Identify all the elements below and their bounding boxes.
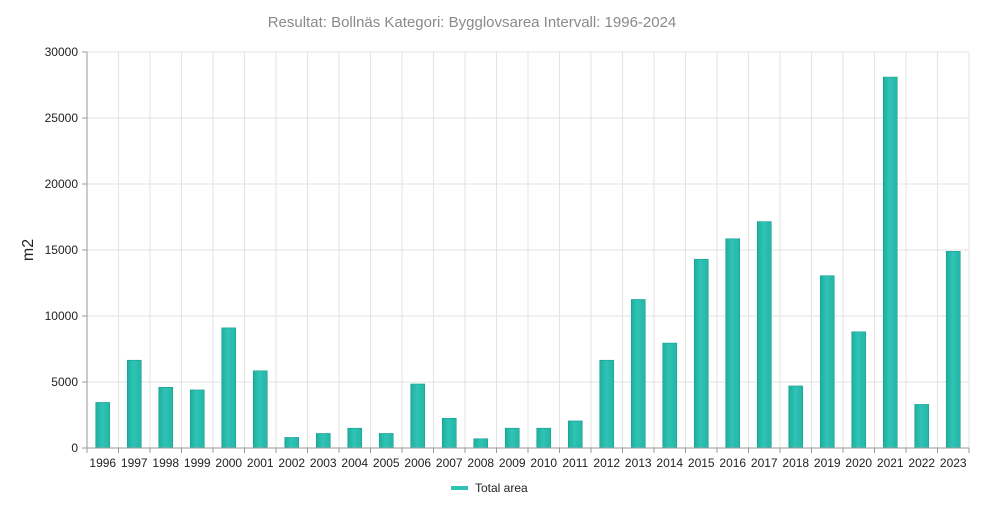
bar-2009[interactable] — [504, 427, 520, 449]
bar-2021[interactable] — [882, 76, 898, 449]
bars — [95, 76, 961, 449]
x-tick-label: 2006 — [404, 456, 431, 470]
bar-2004[interactable] — [347, 427, 363, 449]
x-tick-label: 2005 — [373, 456, 400, 470]
x-tick-label: 1996 — [89, 456, 116, 470]
bar-1996[interactable] — [95, 402, 111, 449]
bar-2010[interactable] — [536, 427, 552, 449]
x-tick-label: 2013 — [625, 456, 652, 470]
y-tick-label: 10000 — [45, 309, 79, 323]
x-tick-label: 2012 — [593, 456, 620, 470]
bar-2011[interactable] — [567, 420, 583, 449]
y-tick-label: 25000 — [45, 111, 79, 125]
x-tick-label: 2010 — [530, 456, 557, 470]
bar-2000[interactable] — [221, 327, 237, 449]
grid-lines — [86, 51, 970, 448]
bar-2006[interactable] — [410, 383, 426, 449]
axes: 0 5000 10000 15000 20000 25000 30000 1996 1997 19… — [45, 45, 970, 470]
bar-2003[interactable] — [315, 433, 331, 449]
x-tick-label: 2021 — [877, 456, 904, 470]
x-tick-label: 2018 — [782, 456, 809, 470]
y-tick-label: 20000 — [45, 177, 79, 191]
x-tick-label: 2000 — [215, 456, 242, 470]
x-tick-label: 2004 — [341, 456, 368, 470]
bar-2012[interactable] — [599, 359, 615, 449]
legend[interactable]: Total area — [451, 481, 528, 495]
bar-2008[interactable] — [473, 438, 489, 449]
x-tick-label: 2014 — [656, 456, 683, 470]
x-tick-label: 2008 — [467, 456, 494, 470]
bar-2019[interactable] — [819, 275, 835, 449]
x-tick-label: 2017 — [751, 456, 778, 470]
x-tick-label: 2019 — [814, 456, 841, 470]
bar-1999[interactable] — [189, 389, 205, 449]
x-tick-label: 2023 — [940, 456, 967, 470]
y-tick-label: 5000 — [51, 375, 78, 389]
bar-1997[interactable] — [126, 359, 142, 449]
legend-label: Total area — [475, 481, 528, 495]
chart-title: Resultat: Bollnäs Kategori: Bygglovsarea… — [268, 14, 677, 31]
bar-2018[interactable] — [788, 385, 804, 449]
x-tick-label: 2022 — [908, 456, 935, 470]
bar-2017[interactable] — [756, 221, 772, 449]
y-tick-label: 30000 — [45, 45, 79, 59]
x-tick-label: 1997 — [121, 456, 148, 470]
x-tick-label: 2001 — [247, 456, 274, 470]
legend-swatch — [451, 486, 468, 490]
x-tick-label: 2011 — [562, 456, 588, 470]
bar-2013[interactable] — [630, 299, 646, 449]
bar-2002[interactable] — [284, 437, 300, 449]
x-tick-label: 2009 — [499, 456, 526, 470]
bar-2005[interactable] — [378, 433, 394, 449]
x-tick-label: 2002 — [278, 456, 305, 470]
x-tick-label: 2016 — [719, 456, 746, 470]
bar-2014[interactable] — [662, 342, 678, 449]
bar-2016[interactable] — [725, 238, 741, 449]
x-tick-label: 2007 — [436, 456, 463, 470]
x-tick-label: 1998 — [152, 456, 179, 470]
y-axis-label: m2 — [20, 239, 37, 261]
bar-2007[interactable] — [441, 417, 457, 449]
bar-2020[interactable] — [851, 331, 867, 449]
bar-2022[interactable] — [914, 404, 930, 449]
x-tick-label: 2003 — [310, 456, 337, 470]
bar-2015[interactable] — [693, 258, 709, 449]
bar-2001[interactable] — [252, 370, 268, 449]
x-tick-label: 2020 — [845, 456, 872, 470]
bar-2023[interactable] — [945, 251, 961, 449]
y-tick-label: 15000 — [45, 243, 79, 257]
x-tick-label: 2015 — [688, 456, 715, 470]
x-tick-label: 1999 — [184, 456, 211, 470]
bar-1998[interactable] — [158, 386, 174, 449]
y-tick-label: 0 — [71, 441, 78, 455]
